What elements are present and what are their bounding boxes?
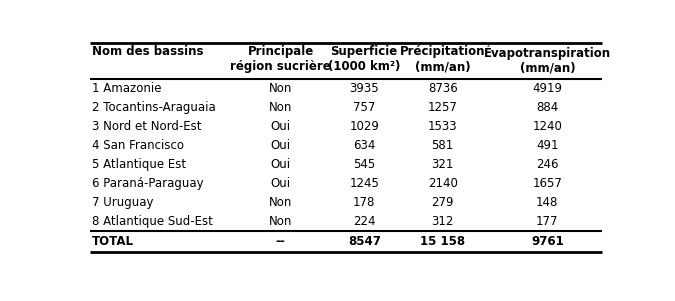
- Text: 4 San Francisco: 4 San Francisco: [92, 139, 184, 152]
- Text: 2140: 2140: [428, 177, 458, 190]
- Text: 321: 321: [431, 158, 454, 171]
- Text: Non: Non: [269, 215, 292, 228]
- Text: 1245: 1245: [349, 177, 379, 190]
- Text: 2 Tocantins-Araguaia: 2 Tocantins-Araguaia: [92, 101, 216, 114]
- Text: 177: 177: [536, 215, 559, 228]
- Text: 6 Paraná-Paraguay: 6 Paraná-Paraguay: [92, 177, 204, 190]
- Text: 3 Nord et Nord-Est: 3 Nord et Nord-Est: [92, 120, 202, 133]
- Text: 757: 757: [353, 101, 375, 114]
- Text: 3935: 3935: [350, 82, 379, 95]
- Text: 8 Atlantique Sud-Est: 8 Atlantique Sud-Est: [92, 215, 213, 228]
- Text: Non: Non: [269, 101, 292, 114]
- Text: 4919: 4919: [533, 82, 562, 95]
- Text: 545: 545: [353, 158, 375, 171]
- Text: 491: 491: [536, 139, 559, 152]
- Text: Oui: Oui: [271, 158, 291, 171]
- Text: 5 Atlantique Est: 5 Atlantique Est: [92, 158, 186, 171]
- Text: 1240: 1240: [533, 120, 562, 133]
- Text: 246: 246: [536, 158, 559, 171]
- Text: Oui: Oui: [271, 139, 291, 152]
- Text: Précipitation
(mm/an): Précipitation (mm/an): [400, 45, 485, 73]
- Text: 1533: 1533: [428, 120, 458, 133]
- Text: 9761: 9761: [531, 235, 564, 248]
- Text: 7 Uruguay: 7 Uruguay: [92, 196, 154, 209]
- Text: 279: 279: [431, 196, 454, 209]
- Text: 581: 581: [431, 139, 454, 152]
- Text: 178: 178: [353, 196, 375, 209]
- Text: 884: 884: [536, 101, 558, 114]
- Text: Oui: Oui: [271, 177, 291, 190]
- Text: 224: 224: [353, 215, 375, 228]
- Text: 634: 634: [353, 139, 375, 152]
- Text: 8736: 8736: [428, 82, 458, 95]
- Text: Superficie
(1000 km²): Superficie (1000 km²): [328, 45, 400, 73]
- Text: --: --: [275, 235, 286, 248]
- Text: 312: 312: [431, 215, 454, 228]
- Text: 1029: 1029: [349, 120, 379, 133]
- Text: 1657: 1657: [533, 177, 562, 190]
- Text: TOTAL: TOTAL: [92, 235, 134, 248]
- Text: Évapotranspiration
(mm/an): Évapotranspiration (mm/an): [484, 45, 611, 75]
- Text: 1257: 1257: [428, 101, 458, 114]
- Text: 15 158: 15 158: [420, 235, 465, 248]
- Text: Non: Non: [269, 82, 292, 95]
- Text: 148: 148: [536, 196, 558, 209]
- Text: 8547: 8547: [348, 235, 381, 248]
- Text: Oui: Oui: [271, 120, 291, 133]
- Text: Non: Non: [269, 196, 292, 209]
- Text: 1 Amazonie: 1 Amazonie: [92, 82, 162, 95]
- Text: Nom des bassins: Nom des bassins: [92, 45, 204, 58]
- Text: Principale
région sucrière: Principale région sucrière: [230, 45, 331, 73]
